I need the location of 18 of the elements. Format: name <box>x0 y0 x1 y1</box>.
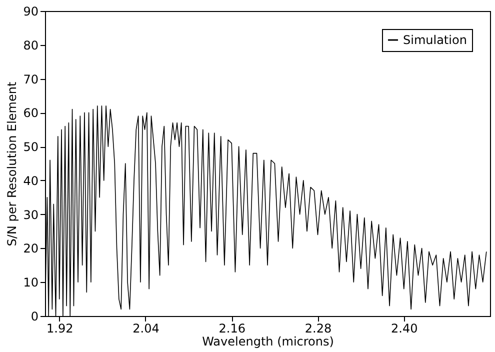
y-tick-label: 0 <box>30 310 38 324</box>
y-tick-label: 90 <box>23 4 38 18</box>
x-axis-title: Wavelength (microns) <box>202 334 334 348</box>
y-tick-label: 60 <box>23 106 38 120</box>
y-tick-label: 10 <box>23 276 38 290</box>
x-tick-label: 2.04 <box>132 322 160 336</box>
y-axis-title: S/N per Resolution Element <box>5 82 20 246</box>
y-tick-label: 70 <box>23 72 38 86</box>
y-tick-label: 40 <box>23 174 38 188</box>
x-tick-label: 2.16 <box>218 322 246 336</box>
x-tick-label: 2.40 <box>391 322 418 336</box>
y-tick-label: 80 <box>23 38 38 52</box>
y-tick-label: 50 <box>23 140 38 154</box>
y-tick-label: 20 <box>23 242 38 256</box>
y-tick-label: 30 <box>23 208 38 222</box>
legend-label: Simulation <box>403 33 467 47</box>
x-tick-label: 1.92 <box>46 322 74 336</box>
x-tick-label: 2.28 <box>304 322 332 336</box>
